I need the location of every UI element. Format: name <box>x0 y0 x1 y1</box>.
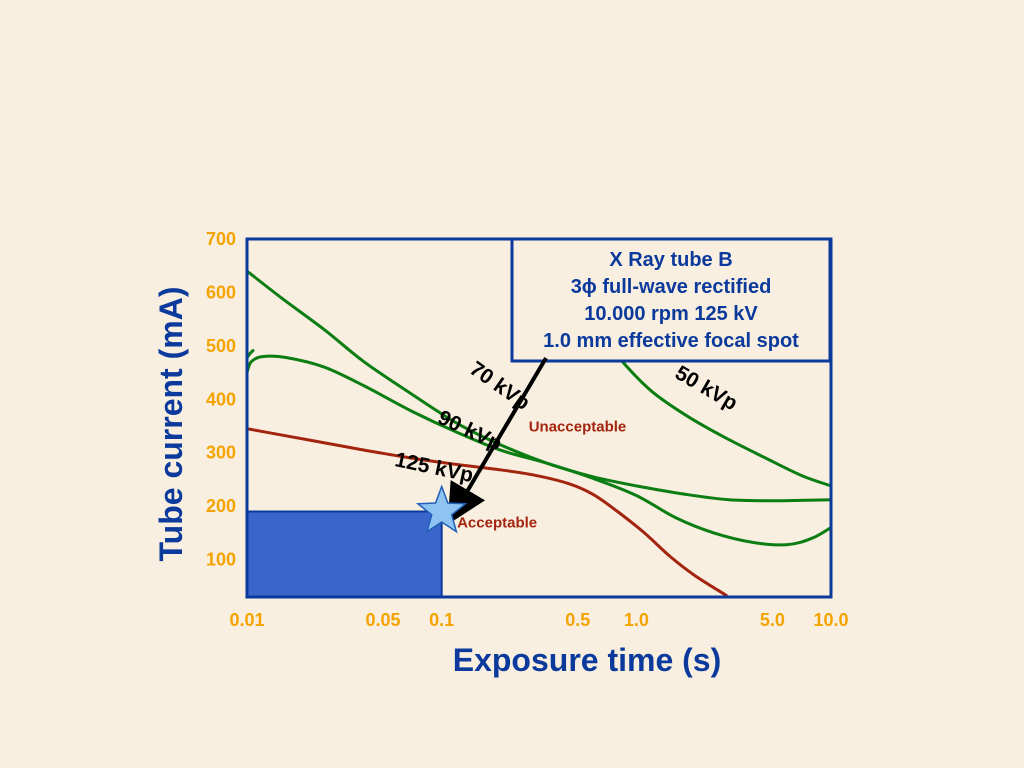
x-tick-label: 5.0 <box>760 610 785 630</box>
y-axis-title: Tube current (mA) <box>153 287 189 562</box>
y-tick-label: 200 <box>206 496 236 516</box>
y-tick-label: 100 <box>206 550 236 570</box>
series-label-90-kvp: 90 kVp <box>434 406 505 455</box>
region-label-unacceptable: Unacceptable <box>529 418 627 435</box>
x-tick-label: 0.01 <box>229 610 264 630</box>
y-tick-label: 700 <box>206 229 236 249</box>
series-label-125-kvp: 125 kVp <box>393 448 475 487</box>
axes-layer: 0.01 0.05 0.1 0.5 1.0 5.0 10.0 700 600 500 400 300 2… <box>153 229 849 678</box>
x-tick-label: 10.0 <box>813 610 848 630</box>
x-axis-title: Exposure time (s) <box>453 642 722 678</box>
acceptable-region <box>246 510 443 599</box>
y-tick-label: 400 <box>206 389 236 409</box>
series-label-70-kvp: 70 kVp <box>465 357 534 415</box>
acceptable-region-layer <box>246 510 443 599</box>
series-line-70-kvp <box>247 269 831 503</box>
info-box-line: 3ϕ full-wave rectified <box>571 276 772 298</box>
curves-layer <box>247 242 831 597</box>
y-tick-label: 500 <box>206 336 236 356</box>
x-tick-label: 1.0 <box>624 610 649 630</box>
series-line-90-kvp <box>247 354 831 547</box>
region-label-acceptable: Acceptable <box>457 515 537 532</box>
series-line-90-kvp-hook <box>247 349 255 363</box>
x-tick-label: 0.5 <box>565 610 590 630</box>
series-line-125-kvp <box>247 427 728 597</box>
star-marker <box>415 484 468 534</box>
info-box-line: 1.0 mm effective focal spot <box>543 330 799 352</box>
info-box-line: 10.000 rpm 125 kV <box>584 303 758 325</box>
y-tick-label: 600 <box>206 282 236 302</box>
info-box-layer: X Ray tube B 3ϕ full-wave rectified 10.000… <box>510 237 832 363</box>
series-label-50-kvp: 50 kVp <box>671 361 741 415</box>
info-box <box>510 237 832 363</box>
info-box-line: X Ray tube B <box>609 249 732 271</box>
marks-layer <box>415 356 548 534</box>
x-tick-label: 0.1 <box>429 610 454 630</box>
y-tick-label: 300 <box>206 443 236 463</box>
x-tick-label: 0.05 <box>366 610 401 630</box>
pointer-arrow <box>447 356 548 525</box>
